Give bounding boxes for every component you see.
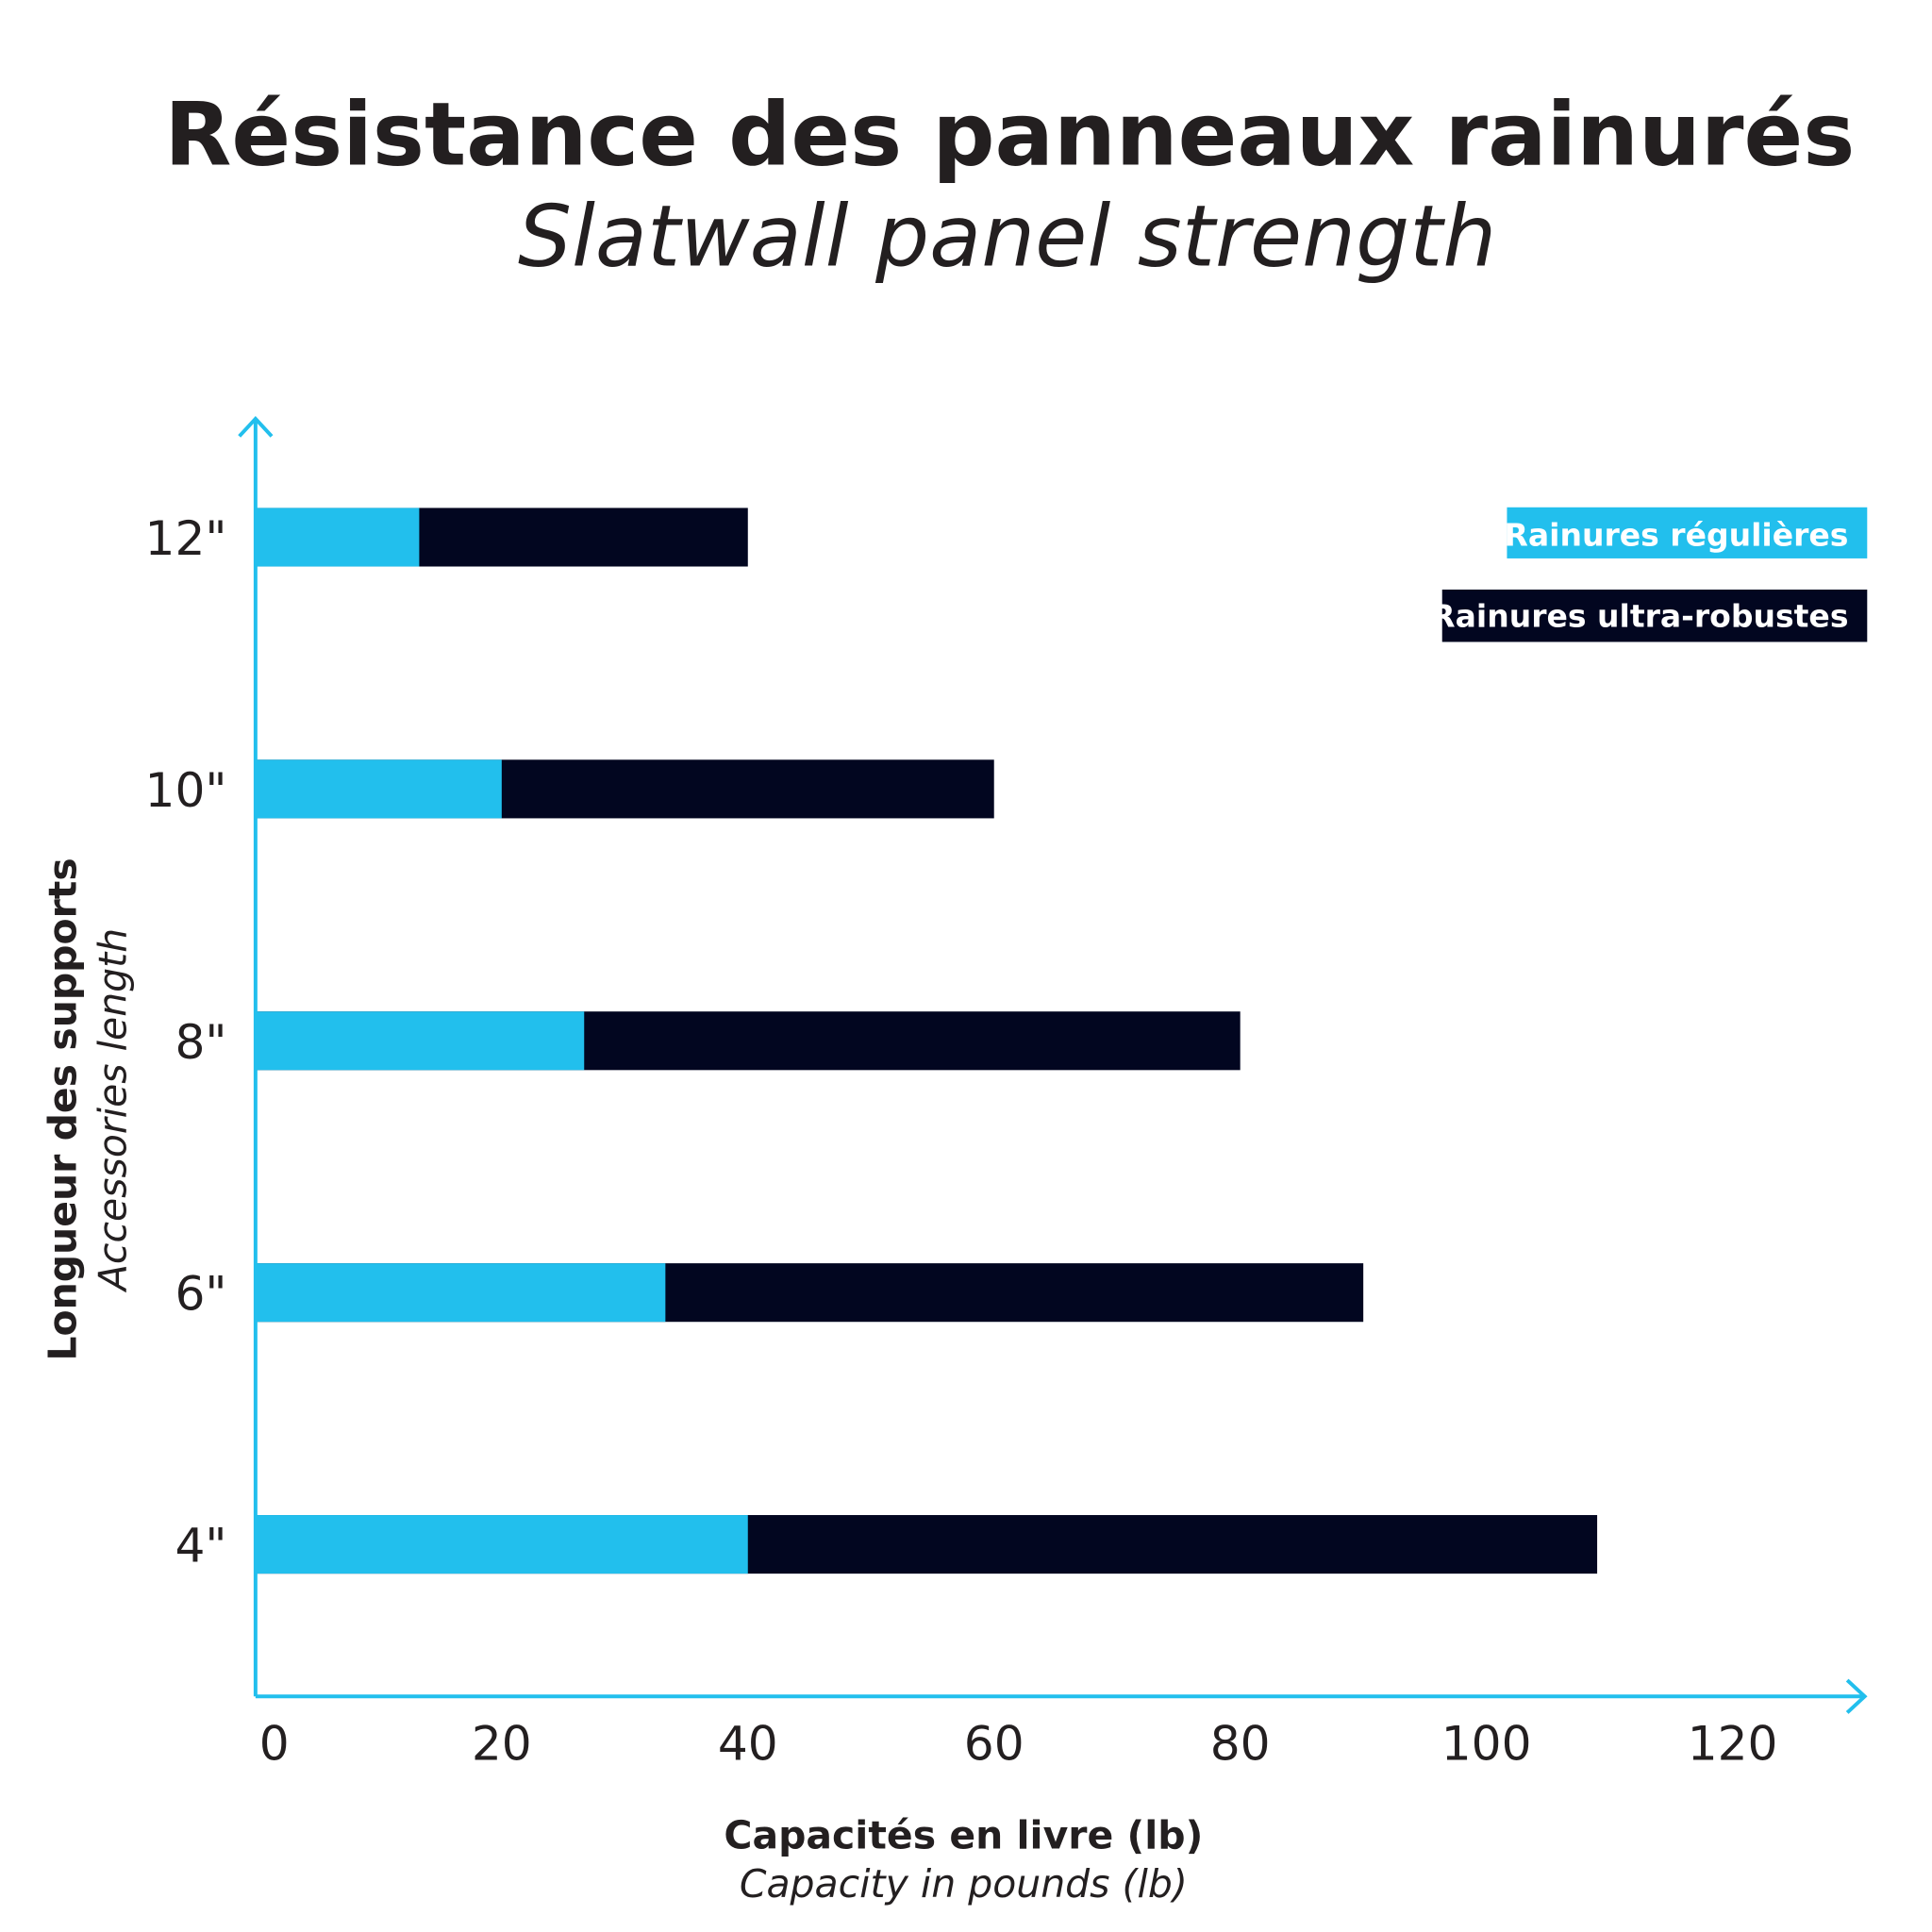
y-axis-title: Longueur des supports <box>41 858 86 1360</box>
legend-swatch-regular <box>1507 507 1868 558</box>
x-tick-label: 0 <box>259 1716 290 1772</box>
x-tick-label: 100 <box>1441 1716 1532 1772</box>
x-tick-label: 80 <box>1210 1716 1271 1772</box>
axes <box>238 416 1868 1714</box>
x-axis-subtitle: Capacity in pounds (lb) <box>740 1861 1188 1907</box>
y-axis-arrow-icon <box>238 416 274 438</box>
y-tick-label: 10" <box>145 762 227 818</box>
x-axis-title: Capacités en livre (lb) <box>724 1812 1203 1857</box>
legend-swatch-heavy <box>1441 589 1868 642</box>
bar-regular-10in <box>255 759 502 819</box>
x-tick-label: 20 <box>472 1716 532 1772</box>
chart-title: Résistance des panneaux rainurés <box>164 83 1855 185</box>
y-tick-label: 6" <box>175 1266 226 1322</box>
bar-regular-8in <box>255 1011 585 1071</box>
bars-group <box>255 508 1598 1574</box>
x-axis-arrow-icon <box>1845 1678 1868 1714</box>
y-tick-labels: 12" 10" 8" 6" 4" <box>145 510 227 1574</box>
bar-regular-4in <box>255 1515 748 1574</box>
x-tick-label: 60 <box>964 1716 1024 1772</box>
bar-regular-12in <box>255 508 420 567</box>
bar-regular-6in <box>255 1263 666 1323</box>
legend-label-heavy: Rainures ultra-robustes <box>1431 598 1848 635</box>
y-tick-label: 12" <box>145 510 227 566</box>
x-tick-labels: 0 20 40 60 80 100 120 <box>259 1716 1778 1772</box>
x-tick-label: 120 <box>1688 1716 1778 1772</box>
y-tick-label: 4" <box>175 1518 226 1574</box>
y-axis-subtitle: Accessories length <box>90 928 135 1293</box>
legend: Rainures régulières Rainures ultra-robus… <box>1431 507 1868 642</box>
x-tick-label: 40 <box>718 1716 778 1772</box>
y-tick-label: 8" <box>175 1014 226 1070</box>
chart-subtitle: Slatwall panel strength <box>518 188 1496 286</box>
legend-label-regular: Rainures régulières <box>1504 517 1848 554</box>
